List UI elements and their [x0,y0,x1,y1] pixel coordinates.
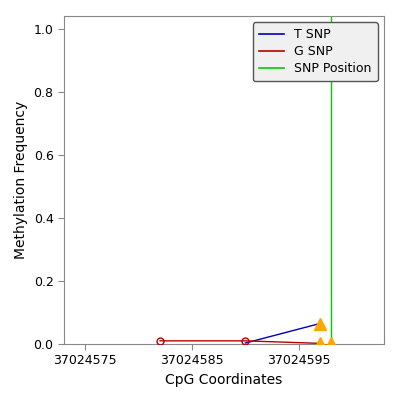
Legend: T SNP, G SNP, SNP Position: T SNP, G SNP, SNP Position [253,22,378,81]
Y-axis label: Methylation Frequency: Methylation Frequency [14,101,28,259]
X-axis label: CpG Coordinates: CpG Coordinates [165,373,283,387]
